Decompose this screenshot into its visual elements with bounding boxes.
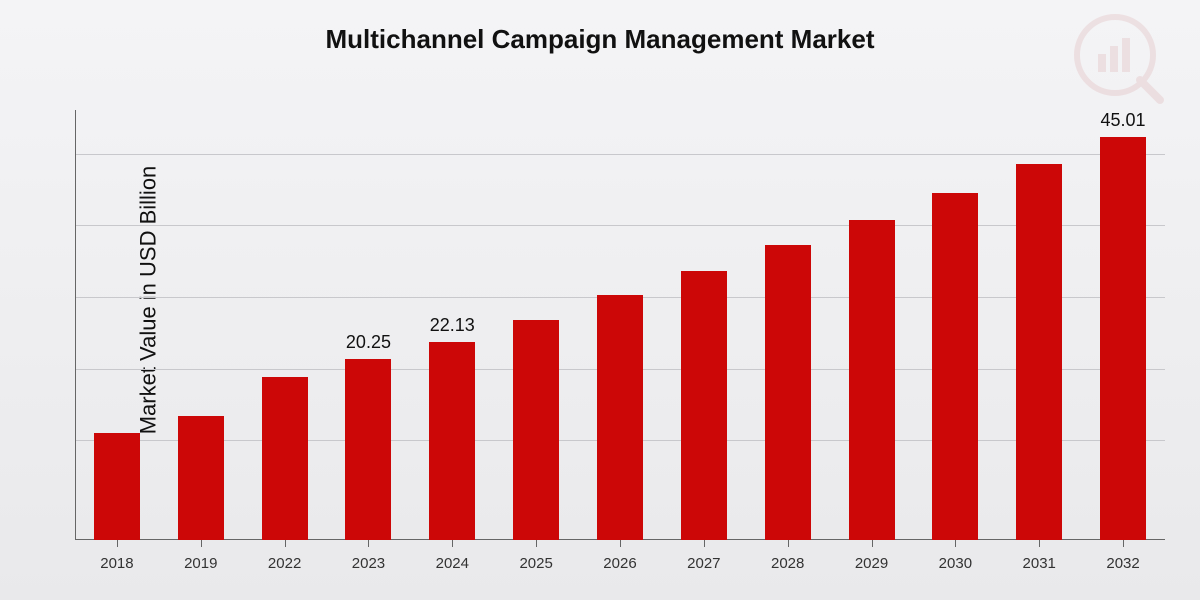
bar-value-label: 45.01: [1101, 110, 1146, 131]
x-tick: [704, 540, 705, 547]
bar: [1100, 137, 1146, 540]
bar: [429, 342, 475, 540]
bar: [849, 220, 895, 540]
bar-slot: 45.01: [1081, 110, 1165, 540]
bar-slot: [494, 110, 578, 540]
x-tick: [452, 540, 453, 547]
bar-slot: [243, 110, 327, 540]
x-tick: [536, 540, 537, 547]
x-tick: [1039, 540, 1040, 547]
bar: [262, 377, 308, 540]
x-axis-labels: 2018201920222023202420252026202720282029…: [75, 555, 1165, 572]
bar-slot: 20.25: [327, 110, 411, 540]
bar: [932, 193, 978, 540]
x-axis-tick-label: 2022: [243, 555, 327, 572]
x-axis-tick-label: 2029: [830, 555, 914, 572]
bar-slot: [578, 110, 662, 540]
bar-slot: [830, 110, 914, 540]
bar-slot: [746, 110, 830, 540]
bar-value-label: 20.25: [346, 332, 391, 353]
bar-slot: [662, 110, 746, 540]
x-tick: [368, 540, 369, 547]
x-tick: [1123, 540, 1124, 547]
x-tick: [285, 540, 286, 547]
bars-container: 20.25 22.13 45.01: [75, 110, 1165, 540]
bar-slot: [913, 110, 997, 540]
x-tick: [201, 540, 202, 547]
x-axis-tick-label: 2025: [494, 555, 578, 572]
x-axis-tick-label: 2027: [662, 555, 746, 572]
bar: [513, 320, 559, 540]
bar-slot: [159, 110, 243, 540]
x-tick: [117, 540, 118, 547]
bar-slot: [75, 110, 159, 540]
bar-value-label: 22.13: [430, 315, 475, 336]
x-tick: [955, 540, 956, 547]
x-axis-tick-label: 2024: [410, 555, 494, 572]
brand-logo-watermark: [1070, 10, 1170, 110]
bar: [597, 295, 643, 540]
x-axis-tick-label: 2023: [327, 555, 411, 572]
chart-title: Multichannel Campaign Management Market: [0, 24, 1200, 55]
x-tick: [788, 540, 789, 547]
bar: [345, 359, 391, 540]
bar: [1016, 164, 1062, 540]
x-tick: [872, 540, 873, 547]
x-axis-tick-label: 2028: [746, 555, 830, 572]
bar-slot: 22.13: [410, 110, 494, 540]
x-tick: [620, 540, 621, 547]
plot-area: 20.25 22.13 45.01: [75, 110, 1165, 540]
x-axis-tick-label: 2031: [997, 555, 1081, 572]
x-axis-tick-label: 2018: [75, 555, 159, 572]
bar: [681, 271, 727, 540]
x-axis-tick-label: 2030: [913, 555, 997, 572]
x-axis-tick-label: 2032: [1081, 555, 1165, 572]
bar-slot: [997, 110, 1081, 540]
bar: [178, 416, 224, 540]
bar: [94, 433, 140, 541]
x-axis-tick-label: 2019: [159, 555, 243, 572]
bar: [765, 245, 811, 540]
x-axis-tick-label: 2026: [578, 555, 662, 572]
